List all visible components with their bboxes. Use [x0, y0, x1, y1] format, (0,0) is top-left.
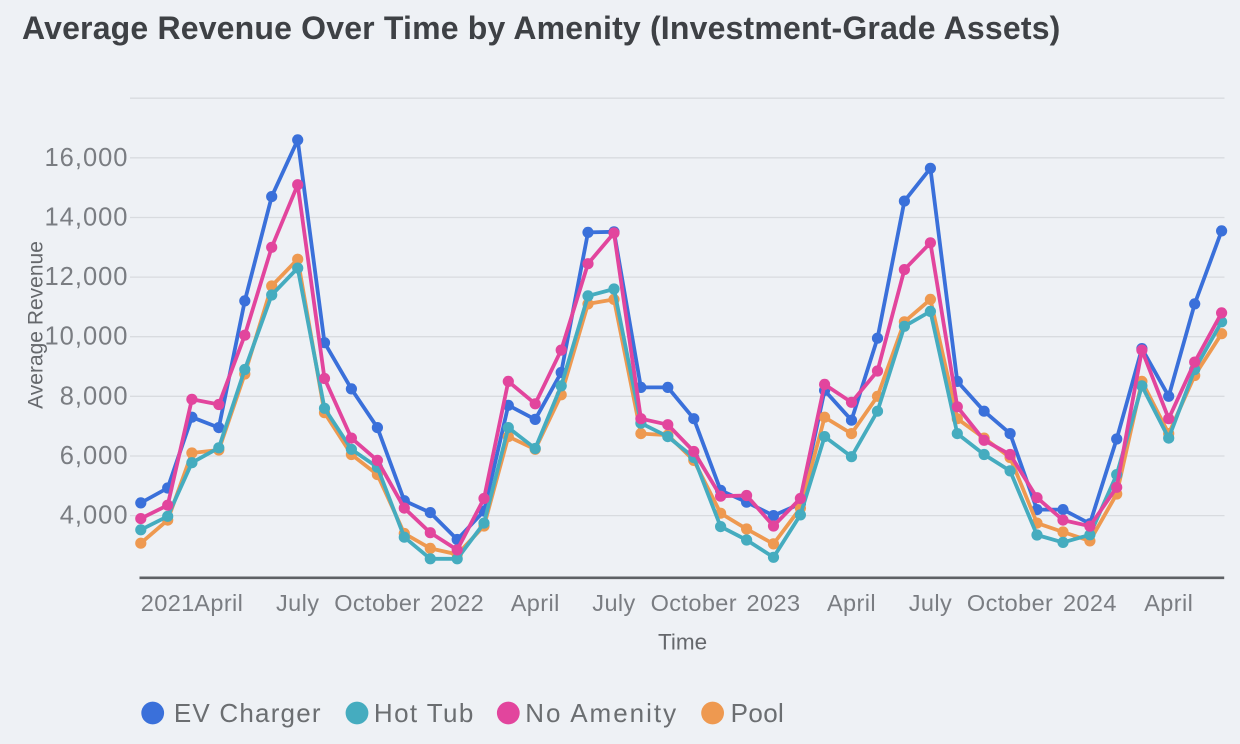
svg-text:July: July — [592, 590, 635, 616]
svg-text:14,000: 14,000 — [45, 204, 129, 232]
svg-text:Average Revenue: Average Revenue — [25, 241, 48, 409]
svg-text:April: April — [1144, 590, 1193, 616]
svg-text:April: April — [827, 590, 876, 616]
svg-text:2023: 2023 — [747, 590, 801, 616]
svg-text:April: April — [194, 590, 243, 616]
svg-text:October: October — [334, 590, 420, 616]
svg-text:2024: 2024 — [1063, 590, 1117, 616]
svg-text:16,000: 16,000 — [45, 144, 129, 172]
svg-text:2022: 2022 — [430, 590, 484, 616]
svg-text:Hot Tub: Hot Tub — [374, 698, 475, 728]
svg-text:July: July — [909, 590, 952, 616]
svg-text:July: July — [276, 590, 319, 616]
svg-text:6,000: 6,000 — [60, 442, 129, 470]
svg-text:8,000: 8,000 — [60, 382, 129, 410]
svg-text:4,000: 4,000 — [60, 502, 129, 530]
svg-text:12,000: 12,000 — [45, 263, 129, 291]
svg-text:October: October — [967, 590, 1053, 616]
svg-text:October: October — [651, 590, 737, 616]
svg-text:EV Charger: EV Charger — [174, 698, 322, 728]
svg-text:Time: Time — [658, 630, 707, 655]
svg-text:April: April — [511, 590, 560, 616]
svg-text:2021: 2021 — [141, 590, 195, 616]
svg-text:10,000: 10,000 — [45, 323, 129, 351]
svg-text:No Amenity: No Amenity — [525, 698, 678, 728]
svg-text:Pool: Pool — [731, 698, 785, 728]
